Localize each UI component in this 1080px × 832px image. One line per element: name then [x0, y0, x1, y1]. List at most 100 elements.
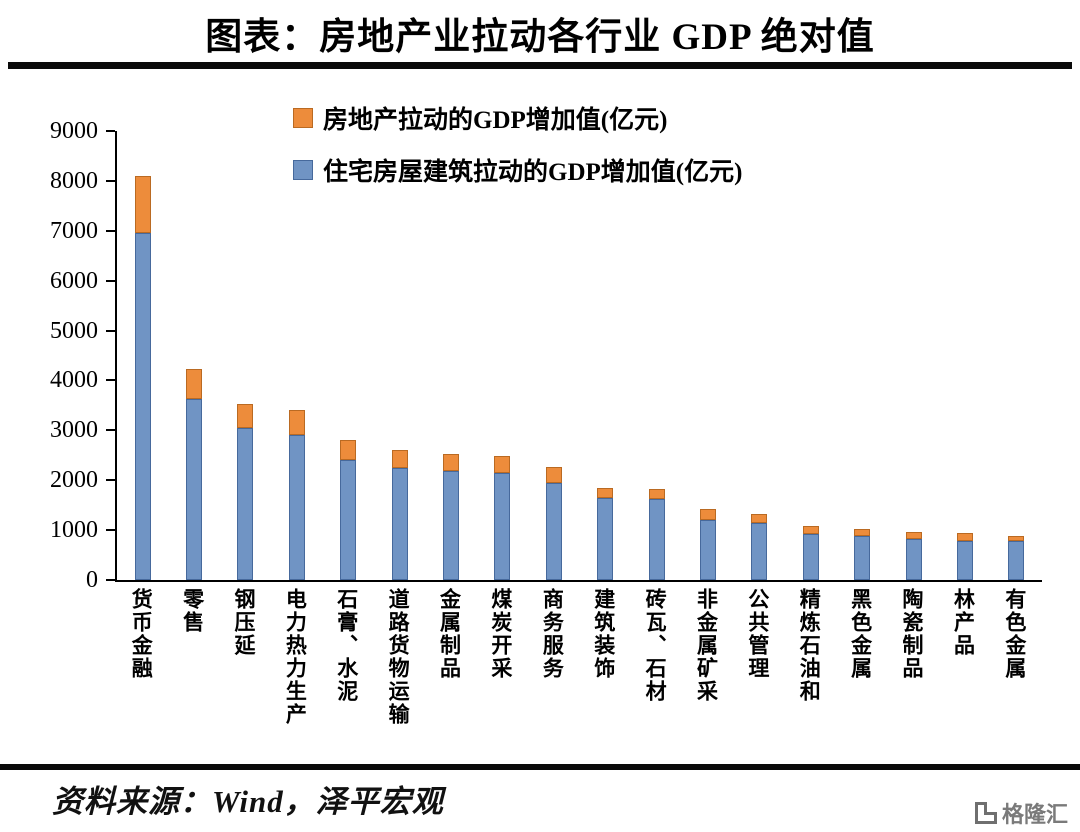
y-tick-label: 3000: [50, 417, 98, 444]
y-tick-label: 1000: [50, 517, 98, 544]
y-tick-label: 4000: [50, 367, 98, 394]
bar-slot: [528, 131, 579, 580]
x-label-slot: 石膏、水泥: [321, 588, 372, 703]
bar-slot: [580, 131, 631, 580]
legend-label: 住宅房屋建筑拉动的GDP增加值(亿元): [323, 159, 743, 186]
segment-real-estate: [802, 526, 819, 534]
source-text: 资料来源：Wind，泽平宏观: [52, 784, 444, 819]
x-label-slot: 零售: [166, 588, 217, 634]
x-label: 零售: [180, 588, 205, 634]
x-label-slot: 黑色金属: [834, 588, 885, 680]
segment-real-estate: [494, 456, 511, 473]
x-label-slot: 商务服务: [526, 588, 577, 680]
legend: 房地产拉动的GDP增加值(亿元) 住宅房屋建筑拉动的GDP增加值(亿元): [293, 100, 742, 188]
stacked-bar: [956, 532, 973, 580]
segment-housing: [699, 520, 716, 580]
x-label-slot: 林产品: [937, 588, 988, 657]
bar-slot: [117, 131, 168, 580]
x-label-slot: 公共管理: [732, 588, 783, 680]
segment-real-estate: [443, 454, 460, 472]
x-label-slot: 金属制品: [423, 588, 474, 680]
x-label: 道路货物运输: [386, 588, 411, 726]
bar-slot: [425, 131, 476, 580]
stacked-bar: [237, 404, 254, 580]
x-label-slot: 货币金融: [115, 588, 166, 680]
bar-slot: [888, 131, 939, 580]
segment-housing: [134, 233, 151, 580]
gelonghui-logo-icon: [974, 802, 997, 824]
segment-housing: [545, 482, 562, 580]
segment-real-estate: [699, 508, 716, 521]
bar-slot: [477, 131, 528, 580]
chart-title: 图表：房地产业拉动各行业 GDP 绝对值: [205, 17, 875, 58]
stacked-bar: [494, 456, 511, 580]
segment-housing: [1008, 541, 1025, 580]
x-axis-labels: 货币金融 零售 钢压延 电力热力生产 石膏、水泥 道路货物运输 金属制品 煤炭开采 商务服务 建筑…: [115, 588, 1040, 726]
x-label-slot: 砖瓦、石材: [629, 588, 680, 703]
segment-housing: [494, 472, 511, 580]
bars: [117, 131, 1042, 580]
top-divider: [8, 62, 1072, 69]
x-label: 精炼石油和: [797, 588, 822, 703]
bar-slot: [939, 131, 990, 580]
segment-real-estate: [237, 404, 254, 428]
y-tick-mark: [106, 329, 115, 332]
y-tick-label: 7000: [50, 217, 98, 244]
x-label: 钢压延: [231, 588, 256, 657]
x-label: 电力热力生产: [283, 588, 308, 726]
legend-swatch: [293, 160, 313, 180]
stacked-bar: [1008, 536, 1025, 580]
segment-real-estate: [956, 532, 973, 542]
y-tick-label: 5000: [50, 317, 98, 344]
x-label: 陶瓷制品: [900, 588, 925, 680]
plot-area: [106, 130, 1042, 582]
x-label: 商务服务: [540, 588, 565, 680]
segment-housing: [186, 399, 203, 580]
stacked-bar: [905, 532, 922, 580]
stacked-bar: [802, 526, 819, 580]
segment-housing: [854, 536, 871, 580]
x-label-slot: 电力热力生产: [269, 588, 320, 726]
y-tick-mark: [106, 579, 115, 581]
segment-housing: [443, 471, 460, 580]
y-tick-mark: [106, 479, 115, 482]
segment-housing: [340, 460, 357, 580]
gelonghui-logo-text: 格隆汇: [1001, 802, 1068, 827]
segment-housing: [391, 467, 408, 580]
y-tick-mark: [106, 429, 115, 432]
bar-slot: [734, 131, 785, 580]
stacked-bar: [391, 450, 408, 580]
stacked-bar: [340, 440, 357, 580]
bar-slot: [785, 131, 836, 580]
segment-housing: [288, 435, 305, 580]
x-label: 砖瓦、石材: [643, 588, 668, 703]
segment-housing: [751, 522, 768, 580]
y-tick-mark: [106, 379, 115, 382]
segment-real-estate: [1008, 536, 1025, 542]
x-label: 石膏、水泥: [334, 588, 359, 703]
x-label: 公共管理: [745, 588, 770, 680]
legend-item-real-estate: 房地产拉动的GDP增加值(亿元): [293, 100, 742, 136]
segment-housing: [905, 538, 922, 580]
x-label-slot: 非金属矿采: [680, 588, 731, 703]
bar-slot: [836, 131, 887, 580]
stacked-bar: [648, 488, 665, 580]
segment-real-estate: [186, 369, 203, 400]
stacked-bar: [443, 454, 460, 580]
stacked-bar: [699, 508, 716, 580]
segment-real-estate: [854, 529, 871, 537]
x-label: 林产品: [951, 588, 976, 657]
segment-real-estate: [134, 175, 151, 234]
x-label: 非金属矿采: [694, 588, 719, 703]
y-tick-mark: [106, 179, 115, 182]
segment-housing: [597, 497, 614, 580]
y-tick-mark: [106, 279, 115, 282]
legend-swatch: [293, 108, 313, 128]
bar-slot: [271, 131, 322, 580]
legend-label: 房地产拉动的GDP增加值(亿元): [323, 107, 668, 134]
segment-real-estate: [340, 440, 357, 461]
y-tick-label: 9000: [50, 118, 98, 144]
stacked-bar: [545, 466, 562, 580]
x-label: 建筑装饰: [591, 588, 616, 680]
x-label-slot: 道路货物运输: [372, 588, 423, 726]
